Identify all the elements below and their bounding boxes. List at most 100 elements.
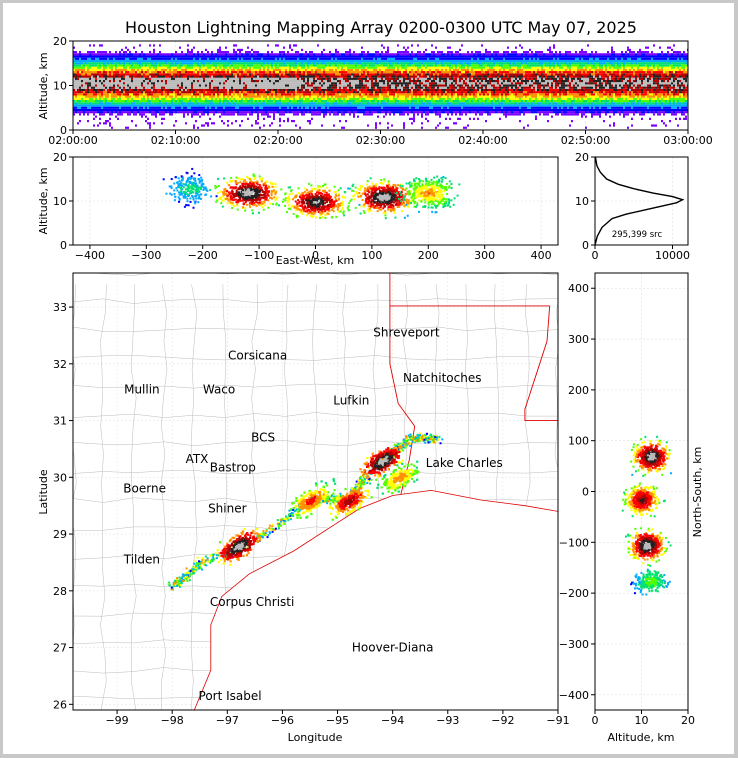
time-density-cell [343, 79, 345, 83]
time-density-cell [375, 73, 377, 76]
time-density-cell [213, 99, 215, 103]
time-density-cell [255, 71, 257, 74]
time-density-cell [73, 68, 75, 72]
time-density-cell [337, 93, 339, 96]
time-density-cell [381, 66, 383, 69]
time-density-cell [337, 71, 339, 74]
time-density-cell [193, 106, 195, 109]
time-density-cell [367, 111, 369, 114]
time-density-cell [253, 71, 255, 74]
time-density-cell [187, 93, 189, 96]
time-density-cell [375, 59, 377, 63]
time-density-cell [401, 82, 403, 85]
time-density-cell [323, 102, 325, 105]
time-density-cell [353, 84, 355, 87]
time-density-cell [313, 91, 315, 94]
time-density-cell [281, 97, 283, 100]
time-density-cell [413, 71, 415, 74]
time-density-cell [263, 106, 265, 109]
time-density-cell [385, 73, 387, 76]
time-density-cell [79, 86, 81, 89]
time-density-cell [399, 79, 401, 83]
time-density-cell [121, 104, 123, 107]
time-density-cell [129, 57, 131, 60]
time-density-cell [157, 95, 159, 98]
time-density-cell [73, 95, 75, 98]
time-density-cell [309, 104, 311, 107]
time-density-cell [105, 82, 107, 85]
time-density-cell [135, 113, 137, 116]
time-density-cell [233, 71, 235, 74]
time-density-cell [245, 97, 247, 100]
time-density-cell [307, 53, 309, 56]
time-density-cell [101, 79, 103, 83]
time-density-cell [95, 62, 97, 65]
time-density-cell [183, 86, 185, 89]
time-density-cell [313, 102, 315, 105]
time-density-cell [105, 73, 107, 76]
time-density-cell [397, 66, 399, 69]
time-density-cell [227, 59, 229, 63]
time-density-cell [207, 102, 209, 105]
time-density-cell [113, 104, 115, 107]
time-density-cell [287, 120, 289, 123]
time-density-cell [345, 51, 347, 54]
time-density-cell [289, 82, 291, 85]
time-density-cell [195, 104, 197, 107]
time-density-cell [141, 95, 143, 98]
time-density-cell [359, 75, 361, 78]
time-density-cell [235, 120, 237, 123]
time-density-cell [101, 95, 103, 98]
time-density-cell [233, 111, 235, 114]
time-density-cell [381, 59, 383, 63]
time-density-cell [311, 108, 313, 112]
time-density-cell [79, 59, 81, 63]
time-density-cell [325, 93, 327, 96]
time-density-cell [197, 64, 199, 67]
time-density-cell [75, 97, 77, 100]
time-density-cell [293, 95, 295, 98]
time-density-cell [327, 73, 329, 76]
time-density-cell [95, 59, 97, 63]
time-density-cell [205, 111, 207, 114]
time-density-cell [377, 51, 379, 54]
time-density-cell [177, 106, 179, 109]
time-density-cell [405, 57, 407, 60]
time-density-cell [399, 102, 401, 105]
time-density-cell [109, 108, 111, 112]
time-density-cell [225, 77, 227, 80]
time-density-cell [363, 51, 365, 54]
time-density-cell [239, 77, 241, 80]
time-density-cell [315, 111, 317, 114]
time-density-cell [155, 77, 157, 80]
time-density-cell [297, 55, 299, 58]
time-density-cell [223, 84, 225, 87]
time-density-cell [89, 79, 91, 83]
time-density-cell [381, 111, 383, 114]
time-density-cell [247, 46, 249, 49]
time-density-cell [165, 106, 167, 109]
time-density-cell [343, 95, 345, 98]
time-density-cell [215, 86, 217, 89]
time-density-cell [187, 59, 189, 63]
time-density-cell [209, 91, 211, 94]
time-density-cell [117, 88, 119, 92]
time-density-cell [403, 111, 405, 114]
time-density-cell [261, 113, 263, 116]
time-density-cell [189, 57, 191, 60]
time-density-cell [413, 53, 415, 56]
time-density-cell [295, 88, 297, 92]
time-density-cell [223, 71, 225, 74]
time-density-cell [331, 106, 333, 109]
time-density-cell [355, 84, 357, 87]
time-density-cell [231, 77, 233, 80]
time-density-cell [229, 66, 231, 69]
time-density-cell [239, 68, 241, 72]
time-density-cell [131, 106, 133, 109]
time-density-cell [263, 99, 265, 103]
time-density-cell [209, 84, 211, 87]
time-density-cell [335, 53, 337, 56]
time-density-cell [99, 57, 101, 60]
time-density-cell [101, 86, 103, 89]
time-density-cell [245, 82, 247, 85]
